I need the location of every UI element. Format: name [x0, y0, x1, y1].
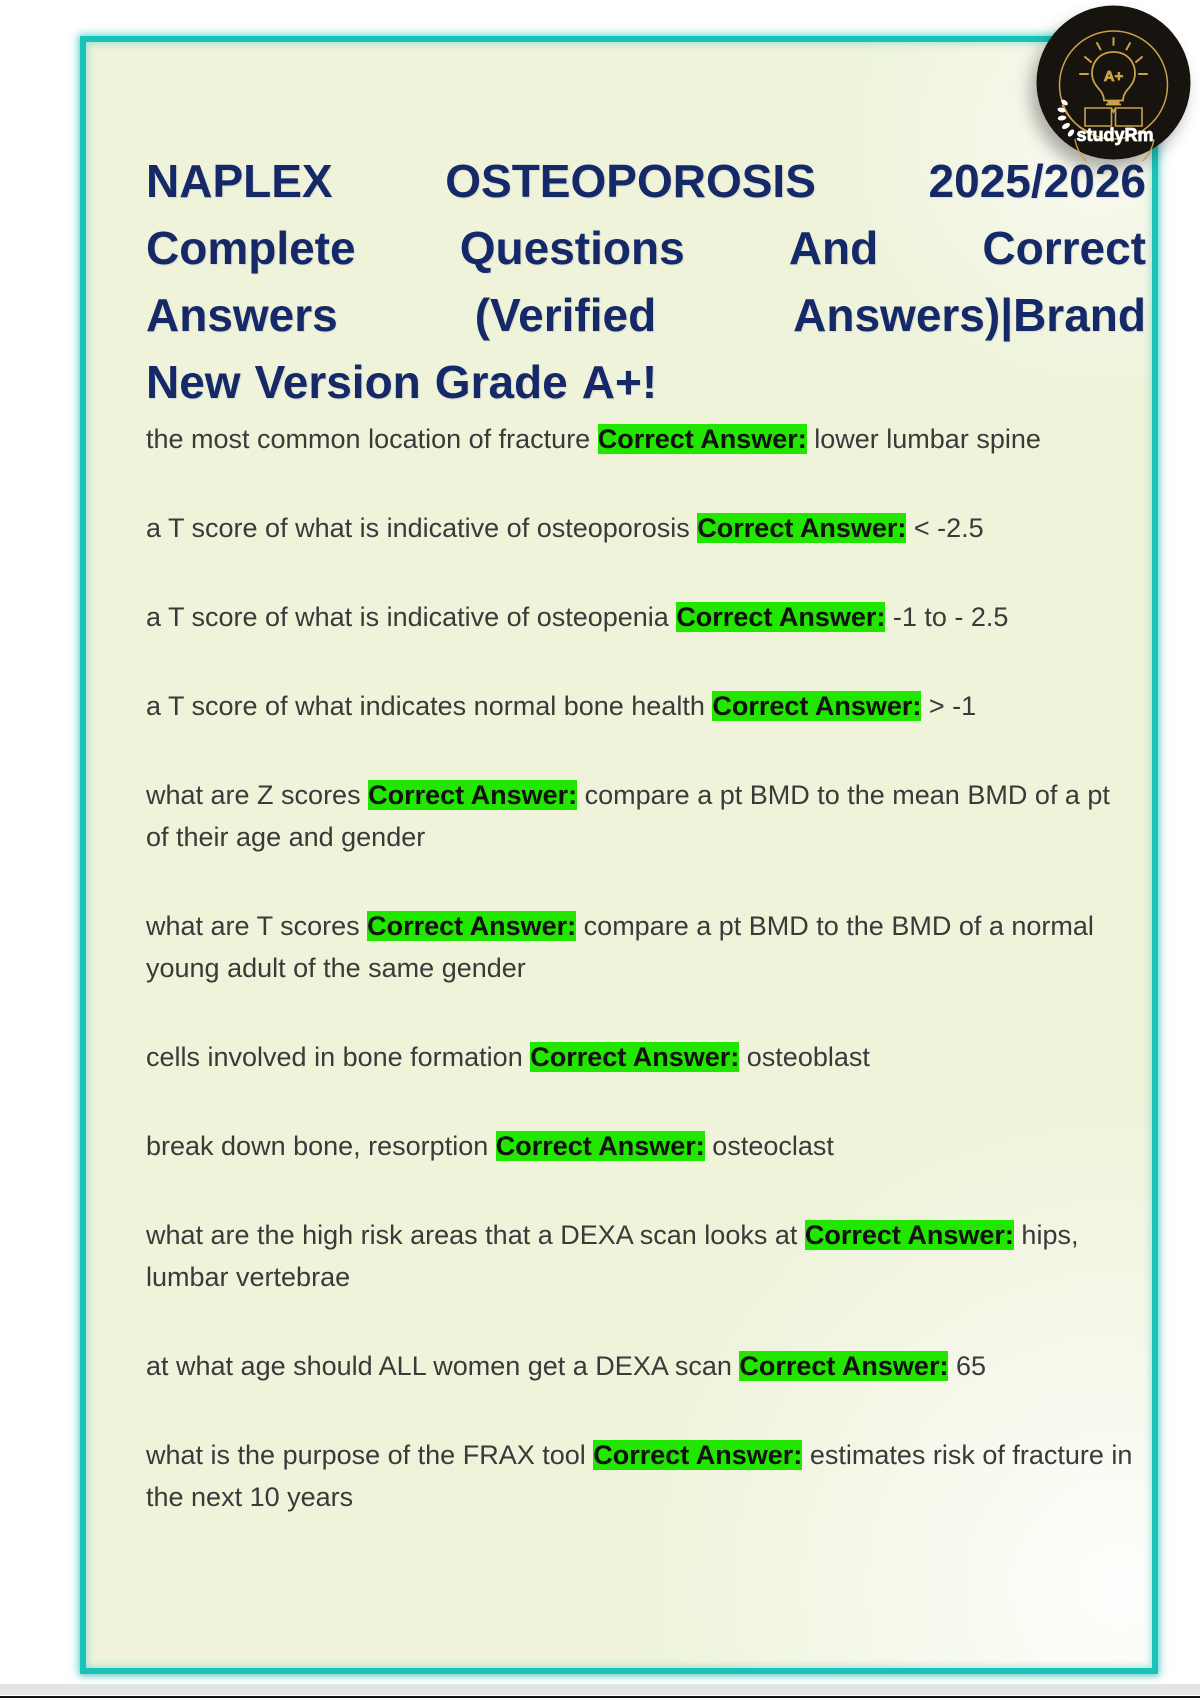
- svg-text:A+: A+: [1104, 68, 1124, 85]
- svg-text:studyRm: studyRm: [1076, 125, 1153, 145]
